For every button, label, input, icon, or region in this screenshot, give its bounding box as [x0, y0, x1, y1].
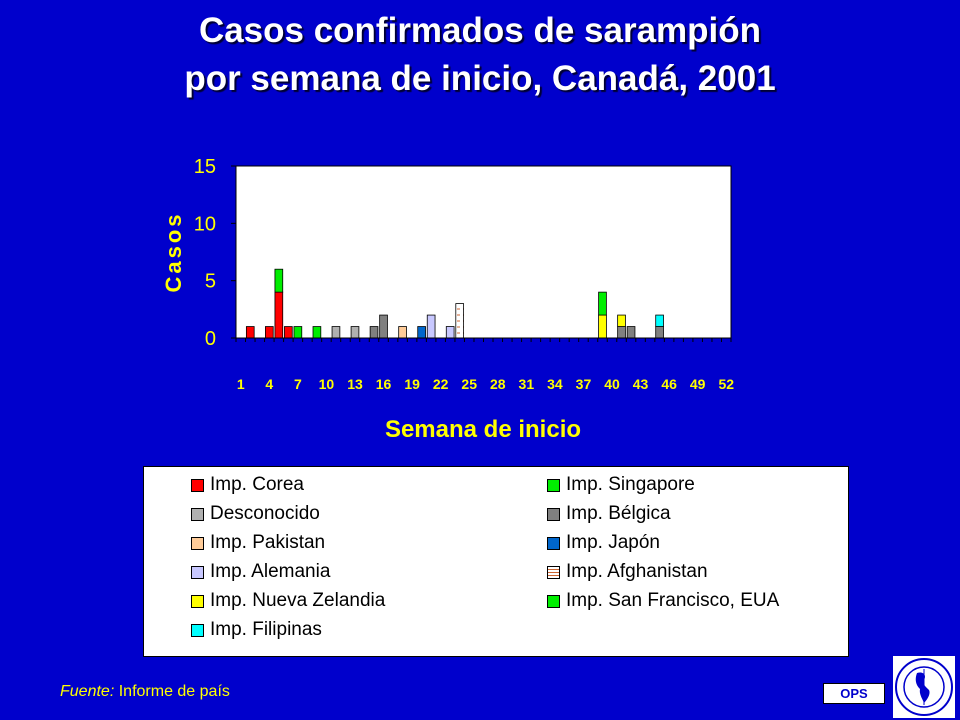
bar — [379, 314, 388, 339]
source-label: Fuente: — [60, 683, 115, 700]
chart-legend: Imp. Corea Imp. Singapore Desconocido Imp. … — [143, 466, 849, 657]
legend-item: Imp. Pakistan — [191, 531, 325, 555]
legend-label: Imp. Alemania — [210, 561, 331, 582]
source-note: Fuente: Informe de país — [60, 683, 230, 701]
bar — [331, 326, 341, 339]
x-tick-label: 13 — [347, 376, 363, 392]
legend-swatch — [547, 594, 560, 608]
legend-swatch — [191, 478, 204, 492]
x-tick-label: 19 — [404, 376, 420, 392]
legend-swatch — [547, 507, 560, 521]
x-tick-label: 10 — [319, 376, 335, 392]
y-tick-label: 10 — [194, 213, 216, 235]
legend-swatch — [191, 623, 204, 637]
x-tick-label: 25 — [461, 376, 477, 392]
legend-swatch — [547, 478, 560, 492]
bar — [617, 314, 626, 327]
chart-title-line-1: Casos confirmados de sarampión — [198, 11, 762, 50]
legend-swatch — [191, 565, 204, 579]
legend-label: Imp. Pakistan — [210, 532, 326, 553]
legend-item: Desconocido — [191, 502, 320, 526]
legend-swatch — [191, 507, 204, 521]
legend-label: Imp. Afghanistan — [566, 561, 708, 582]
y-axis-label: Casos — [161, 211, 186, 292]
x-axis-label: Semana de inicio — [385, 416, 581, 443]
legend-label: Imp. Singapore — [566, 474, 695, 495]
bar — [626, 326, 636, 339]
x-tick-label: 7 — [294, 376, 302, 392]
legend-swatch — [547, 565, 560, 579]
y-tick-label: 0 — [205, 328, 216, 350]
bar — [369, 326, 379, 339]
bar — [655, 326, 664, 339]
legend-item: Imp. Bélgica — [547, 502, 671, 526]
bar — [417, 326, 426, 339]
bar — [274, 268, 284, 293]
legend-item: Imp. San Francisco, EUA — [547, 589, 779, 613]
legend-swatch — [191, 536, 204, 550]
y-tick-label: 5 — [205, 271, 216, 293]
legend-item: Imp. Singapore — [547, 473, 695, 497]
legend-item: Imp. Nueva Zelandia — [191, 589, 385, 613]
legend-label: Imp. Corea — [210, 474, 304, 495]
bar — [265, 326, 274, 339]
chart-title-line-2: por semana de inicio, Canadá, 2001 — [184, 59, 776, 98]
bar — [350, 326, 360, 339]
bar — [284, 326, 293, 339]
x-tick-label: 46 — [661, 376, 677, 392]
legend-label: Imp. Nueva Zelandia — [210, 590, 386, 611]
y-tick-label: 15 — [194, 156, 216, 178]
bar — [312, 326, 322, 339]
legend-label: Imp. Bélgica — [566, 503, 671, 524]
x-tick-label: 1 — [237, 376, 245, 392]
plot-area — [235, 165, 732, 339]
legend-swatch — [191, 594, 204, 608]
bar — [245, 326, 255, 339]
legend-label: Imp. Filipinas — [210, 619, 322, 640]
bar — [455, 303, 465, 339]
legend-item: Imp. Filipinas — [191, 618, 322, 642]
x-tick-label: 40 — [604, 376, 620, 392]
legend-label: Imp. San Francisco, EUA — [566, 590, 780, 611]
x-tick-label: 49 — [690, 376, 706, 392]
bar — [274, 291, 284, 339]
x-tick-label: 43 — [633, 376, 649, 392]
x-tick-label: 37 — [576, 376, 592, 392]
bar — [598, 291, 607, 316]
x-tick-label: 22 — [433, 376, 449, 392]
x-tick-label: 52 — [718, 376, 734, 392]
x-tick-label: 16 — [376, 376, 392, 392]
x-tick-label: 4 — [265, 376, 273, 392]
paho-logo-icon — [893, 656, 955, 718]
x-tick-label: 34 — [547, 376, 563, 392]
bar — [655, 314, 664, 327]
legend-item: Imp. Corea — [191, 473, 304, 497]
bar — [426, 314, 436, 339]
bar — [617, 326, 626, 339]
bar — [398, 326, 407, 339]
source-text: Informe de país — [118, 683, 230, 700]
legend-label: Imp. Japón — [566, 532, 660, 553]
legend-item: Imp. Japón — [547, 531, 660, 555]
bar — [598, 314, 607, 339]
bar — [445, 326, 455, 339]
x-tick-label: 28 — [490, 376, 506, 392]
legend-label: Desconocido — [210, 503, 320, 524]
ops-badge: OPS — [823, 683, 885, 704]
legend-item: Imp. Alemania — [191, 560, 330, 584]
x-tick-label: 31 — [519, 376, 535, 392]
legend-swatch — [547, 536, 560, 550]
legend-item: Imp. Afghanistan — [547, 560, 708, 584]
bar — [293, 326, 303, 339]
